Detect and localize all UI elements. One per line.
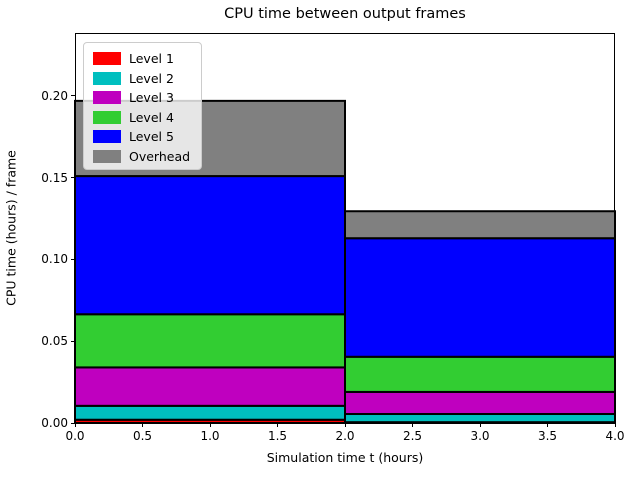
x-tick-label: 1.5 [267, 429, 288, 443]
x-tick-mark [412, 423, 413, 427]
y-tick-mark [71, 177, 75, 179]
x-tick-label: 2.0 [335, 429, 355, 443]
legend-swatch-icon [93, 71, 121, 85]
legend-item: Level 5 [93, 127, 195, 147]
y-tick-label: 0.20 [41, 88, 68, 103]
legend-swatch-icon [93, 91, 121, 105]
x-tick-mark [479, 423, 481, 427]
x-tick-mark [277, 423, 278, 427]
legend-label: Level 5 [129, 129, 174, 145]
y-axis-label: CPU time (hours) / frame [3, 150, 19, 306]
y-tick-mark [71, 95, 75, 97]
legend-item: Level 3 [93, 88, 195, 108]
x-tick-mark [344, 423, 346, 427]
y-tick-label: 0.05 [41, 334, 68, 349]
x-tick-label: 0.5 [132, 429, 153, 443]
x-tick-mark [209, 423, 211, 427]
x-axis-label: Simulation time t (hours) [266, 450, 424, 465]
chart-title: CPU time between output frames [224, 6, 466, 22]
legend-swatch-icon [93, 149, 121, 163]
x-tick-label: 3.0 [470, 429, 490, 443]
legend-label: Level 4 [129, 109, 174, 125]
legend-label: Level 2 [129, 70, 174, 86]
y-tick-mark [71, 422, 75, 424]
y-tick-label: 0.10 [41, 252, 68, 267]
x-tick-mark [142, 423, 143, 427]
x-tick-label: 4.0 [605, 429, 625, 443]
y-tick-mark [71, 340, 75, 342]
legend-item: Level 4 [93, 108, 195, 128]
legend-item: Level 1 [93, 49, 195, 69]
legend-label: Level 3 [129, 90, 174, 106]
legend-swatch-icon [93, 130, 121, 144]
legend-item: Level 2 [93, 69, 195, 89]
legend-label: Overhead [129, 148, 191, 164]
x-tick-mark [74, 423, 76, 427]
x-tick-label: 3.5 [537, 429, 558, 443]
y-tick-label: 0.00 [41, 416, 68, 430]
legend-item: Overhead [93, 147, 195, 167]
legend-swatch-icon [93, 52, 121, 66]
x-tick-label: 0.0 [65, 429, 85, 443]
x-tick-label: 2.5 [402, 429, 423, 443]
x-tick-mark [547, 423, 548, 427]
x-tick-mark [614, 423, 616, 427]
y-tick-mark [71, 258, 75, 260]
legend-swatch-icon [93, 110, 121, 124]
x-tick-label: 1.0 [200, 429, 220, 443]
legend-box: Level 1 Level 2 Level 3 Level 4 Level 5 Overh… [83, 42, 202, 170]
y-tick-label: 0.15 [41, 170, 68, 185]
legend-label: Level 1 [129, 51, 174, 67]
